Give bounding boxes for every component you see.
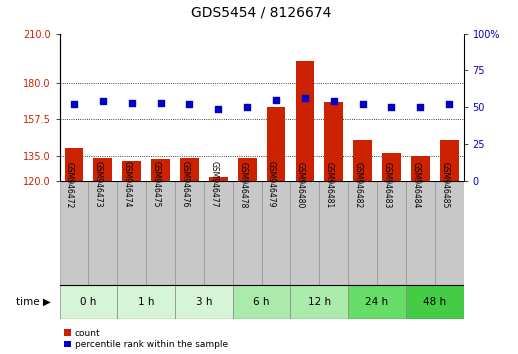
Bar [291,285,348,319]
Text: 3 h: 3 h [196,297,212,307]
Bar [204,181,233,285]
Bar [117,181,146,285]
Bar [295,61,314,181]
Point [185,101,194,107]
Text: 1 h: 1 h [138,297,154,307]
Text: GSM946479: GSM946479 [267,161,276,208]
Bar [440,140,458,181]
Text: GDS5454 / 8126674: GDS5454 / 8126674 [192,5,332,19]
Bar [406,285,464,319]
Bar [377,181,406,285]
Bar [117,285,175,319]
Bar [291,181,319,285]
Bar [60,285,117,319]
Bar [348,181,377,285]
Point [416,104,424,110]
Bar [238,158,256,181]
Bar [180,158,199,181]
Point [127,100,136,105]
Text: 6 h: 6 h [253,297,270,307]
Bar [353,140,372,181]
Bar [209,177,228,181]
Point [272,97,280,103]
Point [301,96,309,101]
Text: 12 h: 12 h [308,297,331,307]
Text: time ▶: time ▶ [16,297,50,307]
Bar [175,285,233,319]
Point [99,98,107,104]
Text: 24 h: 24 h [366,297,388,307]
Point [156,100,165,105]
Bar [233,181,262,285]
Point [243,104,251,110]
Bar [411,156,430,181]
Text: GSM946480: GSM946480 [296,161,305,208]
Bar [348,285,406,319]
Text: GSM946484: GSM946484 [411,161,420,208]
Bar [146,181,175,285]
Bar [233,285,291,319]
Bar [435,181,464,285]
Text: GSM946475: GSM946475 [152,161,161,208]
Bar [262,181,291,285]
Text: GSM946485: GSM946485 [440,161,449,208]
Text: GSM946472: GSM946472 [65,161,74,208]
Legend: count, percentile rank within the sample: count, percentile rank within the sample [64,329,228,349]
Bar [60,181,89,285]
Bar [65,148,83,181]
Bar [151,159,170,181]
Text: GSM946473: GSM946473 [94,161,103,208]
Text: GSM946478: GSM946478 [238,161,247,208]
Text: GSM946482: GSM946482 [354,161,363,208]
Text: GSM946481: GSM946481 [325,161,334,208]
Point [358,101,367,107]
Point [445,101,453,107]
Bar [382,153,401,181]
Bar [93,158,112,181]
Text: GSM946476: GSM946476 [180,161,190,208]
Point [70,101,78,107]
Bar [324,102,343,181]
Text: GSM946483: GSM946483 [382,161,392,208]
Bar [406,181,435,285]
Point [214,106,222,112]
Bar [319,181,348,285]
Bar [122,161,141,181]
Bar [267,107,285,181]
Text: GSM946474: GSM946474 [123,161,132,208]
Text: GSM946477: GSM946477 [209,161,218,208]
Point [329,98,338,104]
Bar [89,181,117,285]
Text: 0 h: 0 h [80,297,97,307]
Point [387,104,396,110]
Text: 48 h: 48 h [423,297,447,307]
Bar [175,181,204,285]
